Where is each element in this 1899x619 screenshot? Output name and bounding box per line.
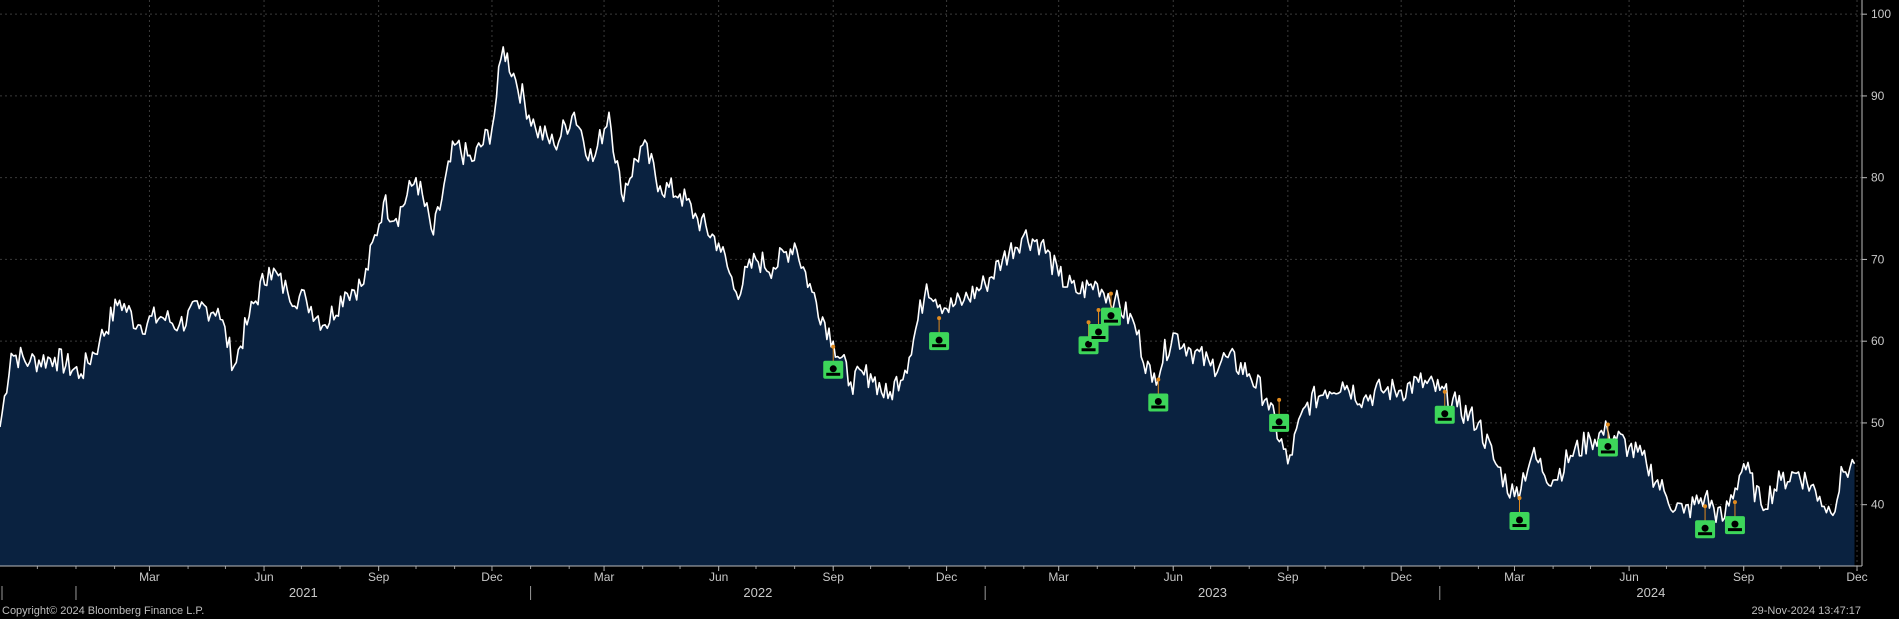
event-marker-icon (1085, 340, 1093, 348)
x-tick-label: Dec (481, 570, 502, 584)
x-tick-label: Jun (709, 570, 728, 584)
event-marker-dot (1732, 500, 1737, 505)
year-label: 2023 (1198, 585, 1227, 600)
event-marker-icon-bar (1091, 336, 1106, 340)
event-marker[interactable] (1724, 500, 1745, 535)
event-marker[interactable] (1434, 389, 1455, 424)
x-tick-label: Sep (1277, 570, 1299, 584)
year-label: 2021 (289, 585, 318, 600)
y-tick-label: 50 (1871, 416, 1885, 430)
event-marker-icon (1515, 516, 1523, 524)
year-label: 2022 (743, 585, 772, 600)
event-marker-icon-bar (1512, 524, 1527, 528)
event-marker-icon (1107, 312, 1115, 320)
event-marker-icon (1154, 397, 1162, 405)
event-marker-icon-bar (1081, 348, 1096, 352)
y-tick-label: 100 (1871, 7, 1891, 21)
event-marker-icon (829, 365, 837, 373)
event-marker[interactable] (1148, 377, 1169, 412)
x-tick-label: Sep (368, 570, 390, 584)
event-marker-icon (1095, 328, 1103, 336)
event-marker-icon-bar (1698, 532, 1713, 536)
event-marker[interactable] (929, 316, 950, 351)
x-tick-label: Jun (1164, 570, 1183, 584)
x-tick-label: Jun (1619, 570, 1638, 584)
y-tick-label: 70 (1871, 252, 1885, 266)
event-marker-icon (935, 336, 943, 344)
x-tick-label: Mar (139, 570, 160, 584)
event-marker[interactable] (823, 344, 844, 379)
x-tick-label: Mar (594, 570, 615, 584)
event-marker-icon-bar (1151, 405, 1166, 409)
event-marker[interactable] (1695, 504, 1716, 539)
event-marker-icon (1441, 410, 1449, 418)
event-marker[interactable] (1269, 397, 1290, 432)
y-tick-label: 60 (1871, 334, 1885, 348)
y-tick-label: 40 (1871, 498, 1885, 512)
event-marker-icon (1731, 520, 1739, 528)
event-marker[interactable] (1088, 308, 1109, 343)
event-marker-dot (1605, 422, 1610, 427)
event-marker-icon-bar (932, 344, 947, 348)
event-marker-dot (1703, 504, 1708, 509)
y-tick-label: 90 (1871, 89, 1885, 103)
timestamp-text: 29-Nov-2024 13:47:17 (1751, 605, 1861, 617)
event-marker-dot (1442, 389, 1447, 394)
x-tick-label: Jun (254, 570, 273, 584)
event-marker-icon-bar (1727, 528, 1742, 532)
x-tick-label: Sep (1733, 570, 1755, 584)
event-marker[interactable] (1100, 291, 1121, 326)
x-tick-label: Dec (1390, 570, 1411, 584)
y-tick-label: 80 (1871, 171, 1885, 185)
event-marker-dot (1156, 377, 1161, 382)
x-axis: Mar Jun Sep Dec Mar Jun Sep Dec Mar Jun Sep Dec Mar J… (0, 565, 1868, 600)
x-tick-label: Dec (936, 570, 957, 584)
event-marker-dot (831, 344, 836, 349)
y-axis: 40 50 60 70 80 90 100 (1861, 0, 1891, 566)
event-marker-icon-bar (826, 372, 841, 376)
event-marker-dot (1108, 291, 1113, 296)
event-marker-icon (1701, 524, 1709, 532)
copyright-text: Copyright© 2024 Bloomberg Finance L.P. (2, 605, 205, 617)
event-marker-dot (1096, 308, 1101, 313)
year-label: 2024 (1636, 585, 1665, 600)
event-marker[interactable] (1597, 422, 1618, 457)
event-marker[interactable] (1509, 496, 1530, 531)
event-marker-dot (1086, 320, 1091, 325)
price-line (0, 46, 1856, 524)
event-marker-icon-bar (1272, 425, 1287, 429)
x-tick-label: Mar (1048, 570, 1069, 584)
x-tick-label: Sep (823, 570, 845, 584)
x-tick-label: Mar (1504, 570, 1525, 584)
event-marker-dot (937, 316, 942, 321)
event-marker-icon (1604, 442, 1612, 450)
event-marker-icon (1275, 418, 1283, 426)
event-marker-dot (1277, 397, 1282, 402)
event-marker-icon-bar (1600, 450, 1615, 454)
event-marker-icon-bar (1103, 319, 1118, 323)
price-area (0, 46, 1855, 566)
event-marker-dot (1517, 496, 1522, 501)
x-tick-label: Dec (1846, 570, 1867, 584)
event-marker-icon-bar (1437, 417, 1452, 421)
event-markers (823, 291, 1745, 539)
